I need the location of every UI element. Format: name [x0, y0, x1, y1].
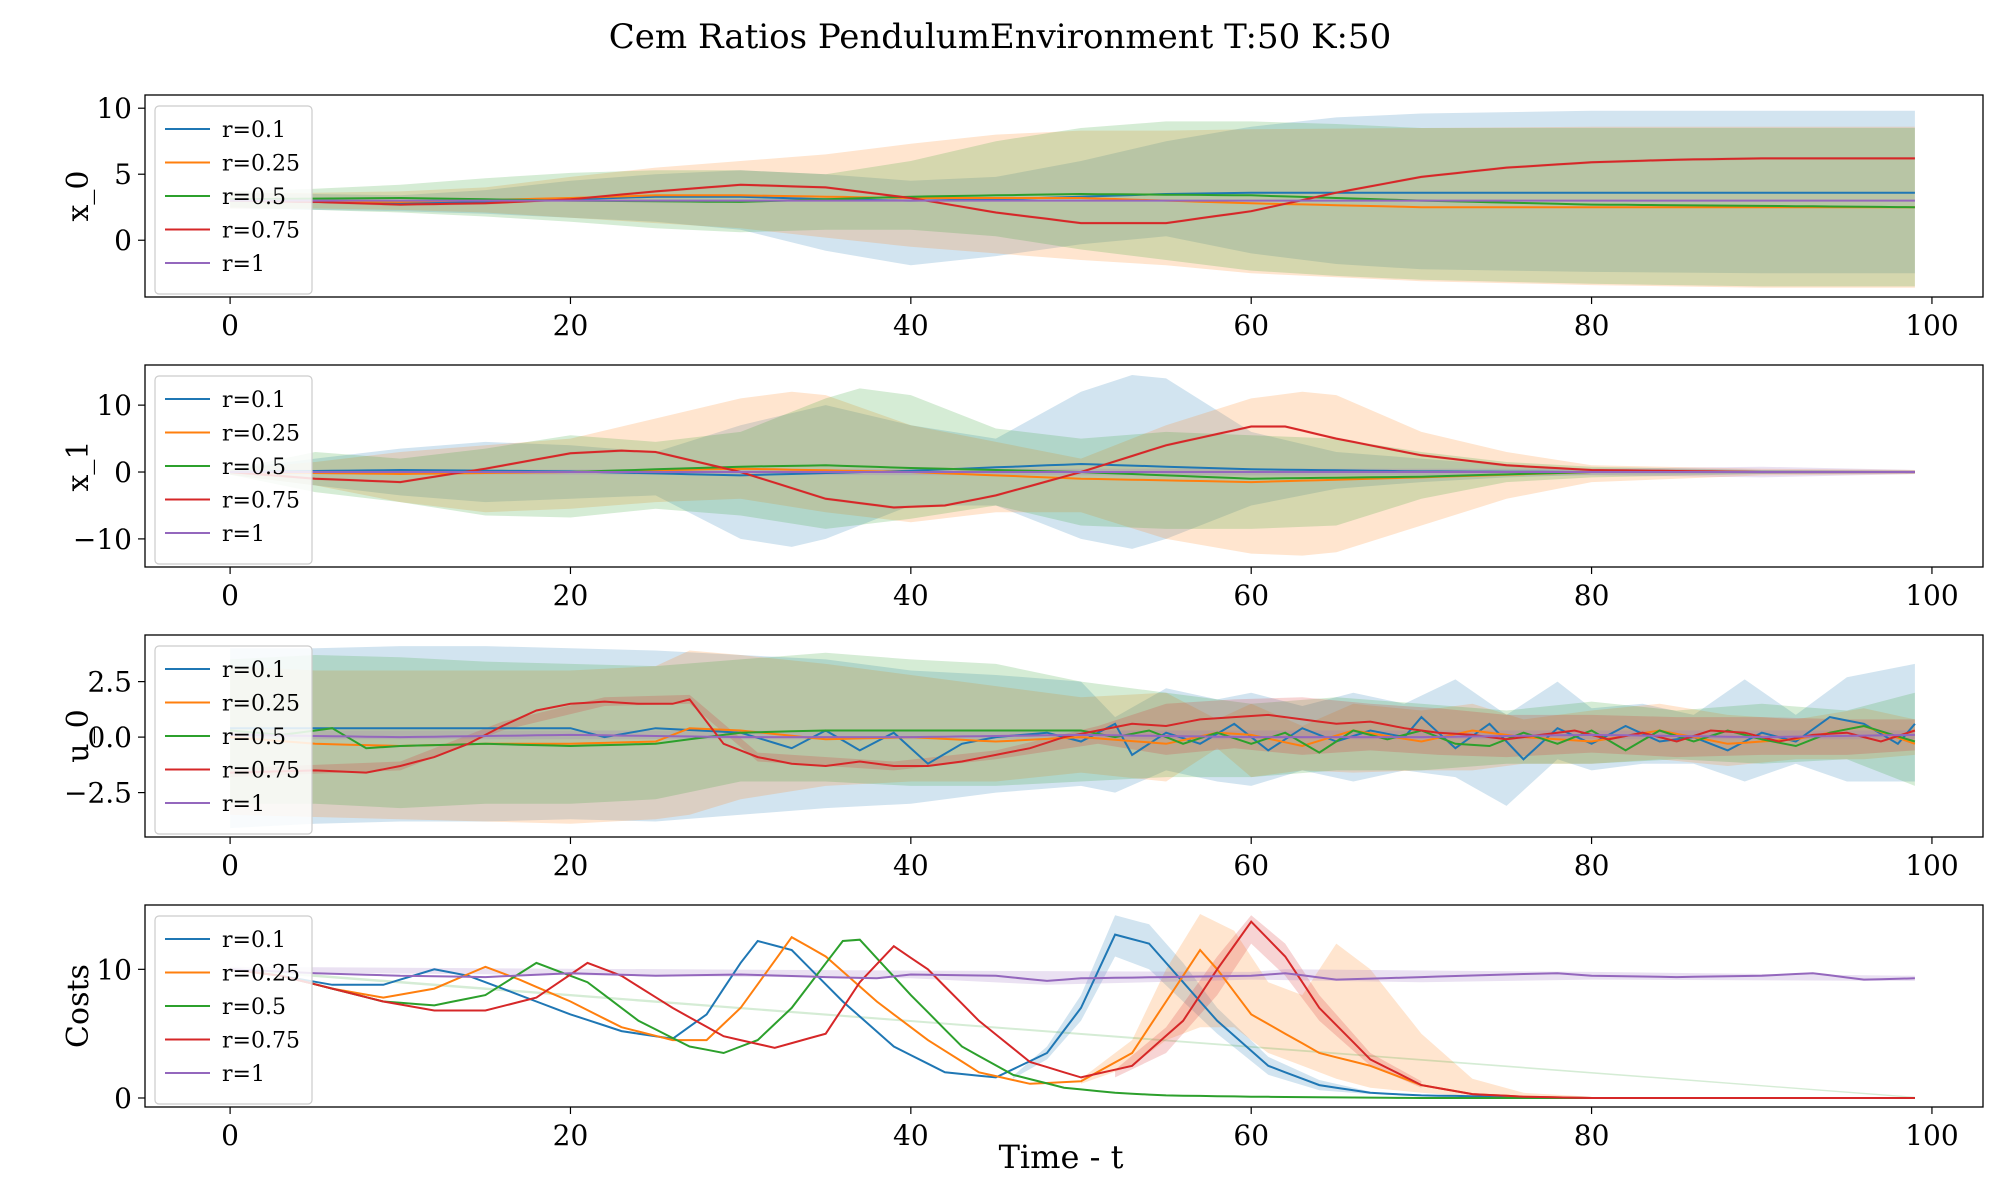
axes-frame — [144, 94, 1984, 298]
legend-label: r=0.1 — [222, 388, 286, 413]
legend-label: r=0.1 — [222, 928, 286, 953]
y-tick-label: 10 — [96, 389, 132, 422]
x-tick-label: 20 — [553, 309, 589, 342]
legend: r=0.1 r=0.25 r=0.5 r=0.75 r=1 — [154, 105, 313, 295]
x-tick-label: 80 — [1574, 579, 1610, 612]
band-r=0.5 — [230, 388, 1915, 529]
x-tick-label: 40 — [893, 579, 929, 612]
legend-label: r=0.25 — [222, 152, 300, 177]
subplot-x_1: 0 20 40 60 80 100−10010x_1r=0.1r=0.25r=0.5r=0… — [61, 364, 1984, 612]
plot-area — [230, 110, 1915, 288]
x-tick-label: 80 — [1574, 849, 1610, 882]
figure-title: Cem Ratios PendulumEnvironment T:50 K:50 — [609, 17, 1391, 57]
subplot-u_0: 0 20 40 60 80 100−2.50.02.5u_0r=0.1r=0.25r=0.… — [61, 634, 1984, 882]
legend-label: r=0.5 — [222, 185, 286, 210]
legend-label: r=0.1 — [222, 118, 286, 143]
x-tick-label: 40 — [893, 849, 929, 882]
x-tick-label: 100 — [1905, 849, 1958, 882]
x-tick-label: 60 — [1233, 1119, 1269, 1152]
band-r=0.5 — [230, 121, 1915, 287]
x-tick-label: 20 — [553, 579, 589, 612]
x-tick-label: 0 — [221, 849, 239, 882]
line-r=0.75 — [230, 157, 1915, 225]
subplot-x_0: 0 20 40 60 80 100 0 5 10 x_0 r=0.1 r=0.25 r=0.5 r=0.7… — [61, 92, 1984, 342]
y-tick-label: 0 — [114, 224, 132, 257]
y-tick-label: 0 — [114, 1082, 132, 1115]
legend-label: r=0.5 — [222, 455, 286, 480]
line-r=0.5 — [230, 724, 1916, 754]
line-r=0.75 — [230, 425, 1915, 509]
legend-label: r=0.25 — [222, 692, 300, 717]
band-r=0.1 — [230, 375, 1915, 549]
y-tick-label: 10 — [96, 92, 132, 125]
line-r=0.75 — [229, 920, 1915, 1099]
x-tick-label: 40 — [893, 1119, 929, 1152]
legend: r=0.1 r=0.25 r=0.5 r=0.75 r=1 — [154, 915, 313, 1105]
legend-label: r=0.1 — [222, 658, 286, 683]
legend-label: r=1 — [222, 792, 265, 817]
band-r=0.25 — [230, 126, 1915, 288]
axes-frame — [144, 364, 1984, 568]
x-tick-label: 100 — [1905, 579, 1958, 612]
y-tick-label: 0.0 — [87, 721, 132, 754]
plot-area — [229, 914, 1915, 1099]
legend-label: r=1 — [222, 1062, 265, 1087]
legend-label: r=0.75 — [222, 759, 300, 784]
legend-box — [154, 375, 313, 565]
y-tick-label: 5 — [114, 158, 132, 191]
x-tick-label: 0 — [221, 579, 239, 612]
x-tick-label: 80 — [1574, 309, 1610, 342]
x-tick-label: 80 — [1574, 1119, 1610, 1152]
line-r=0.1 — [230, 715, 1916, 765]
x-tick-label: 100 — [1905, 1119, 1958, 1152]
x-tick-label: 60 — [1233, 849, 1269, 882]
legend-label: r=0.25 — [222, 962, 300, 987]
axes-frame — [144, 634, 1984, 838]
x-tick-label: 0 — [221, 309, 239, 342]
legend: r=0.1 r=0.25 r=0.5 r=0.75 r=1 — [154, 375, 313, 565]
x-tick-label: 20 — [553, 849, 589, 882]
plot-area — [230, 646, 1916, 829]
legend-label: r=1 — [222, 252, 265, 277]
axes-frame — [144, 904, 1984, 1108]
x-tick-label: 100 — [1905, 309, 1958, 342]
y-axis-label: x_1 — [61, 440, 96, 491]
x-tick-label: 20 — [553, 1119, 589, 1152]
x-tick-label: 60 — [1233, 309, 1269, 342]
legend-label: r=0.5 — [222, 995, 286, 1020]
y-axis-label: u_0 — [61, 709, 96, 762]
legend-label: r=0.75 — [222, 489, 300, 514]
legend-box — [154, 915, 313, 1105]
y-tick-label: 0 — [114, 456, 132, 489]
y-tick-label: −2.5 — [64, 777, 132, 810]
legend-label: r=0.25 — [222, 422, 300, 447]
subplots: 0 20 40 60 80 1000510x_0r=0.1r=0.25r=0.5r=0.7… — [61, 92, 1984, 1152]
y-tick-label: 10 — [96, 953, 132, 986]
line-r=1 — [230, 968, 1915, 982]
y-tick-label: −10 — [73, 523, 132, 556]
x-axis-label: Time - t — [999, 1138, 1124, 1176]
legend: r=0.1 r=0.25 r=0.5 r=0.75 r=1 — [154, 645, 313, 835]
x-tick-label: 0 — [221, 1119, 239, 1152]
legend-box — [154, 105, 313, 295]
legend-label: r=0.5 — [222, 725, 286, 750]
y-axis-label: x_0 — [61, 170, 96, 221]
legend-label: r=0.75 — [222, 219, 300, 244]
subplot-Costs: 0 20 40 60 80 100010Costsr=0.1r=0.25r=0.5r=0.… — [61, 904, 1984, 1152]
plot-area — [230, 375, 1915, 556]
legend-label: r=0.75 — [222, 1029, 300, 1054]
band-r=0.5 — [230, 968, 1915, 1098]
band-r=0.1 — [230, 110, 1915, 274]
band-r=1 — [230, 966, 1915, 985]
x-tick-label: 60 — [1233, 579, 1269, 612]
y-axis-label: Costs — [61, 964, 96, 1048]
legend-label: r=1 — [222, 522, 265, 547]
y-tick-label: 2.5 — [87, 666, 132, 699]
legend-box — [154, 645, 313, 835]
line-r=1 — [230, 733, 1915, 739]
x-tick-label: 40 — [893, 309, 929, 342]
